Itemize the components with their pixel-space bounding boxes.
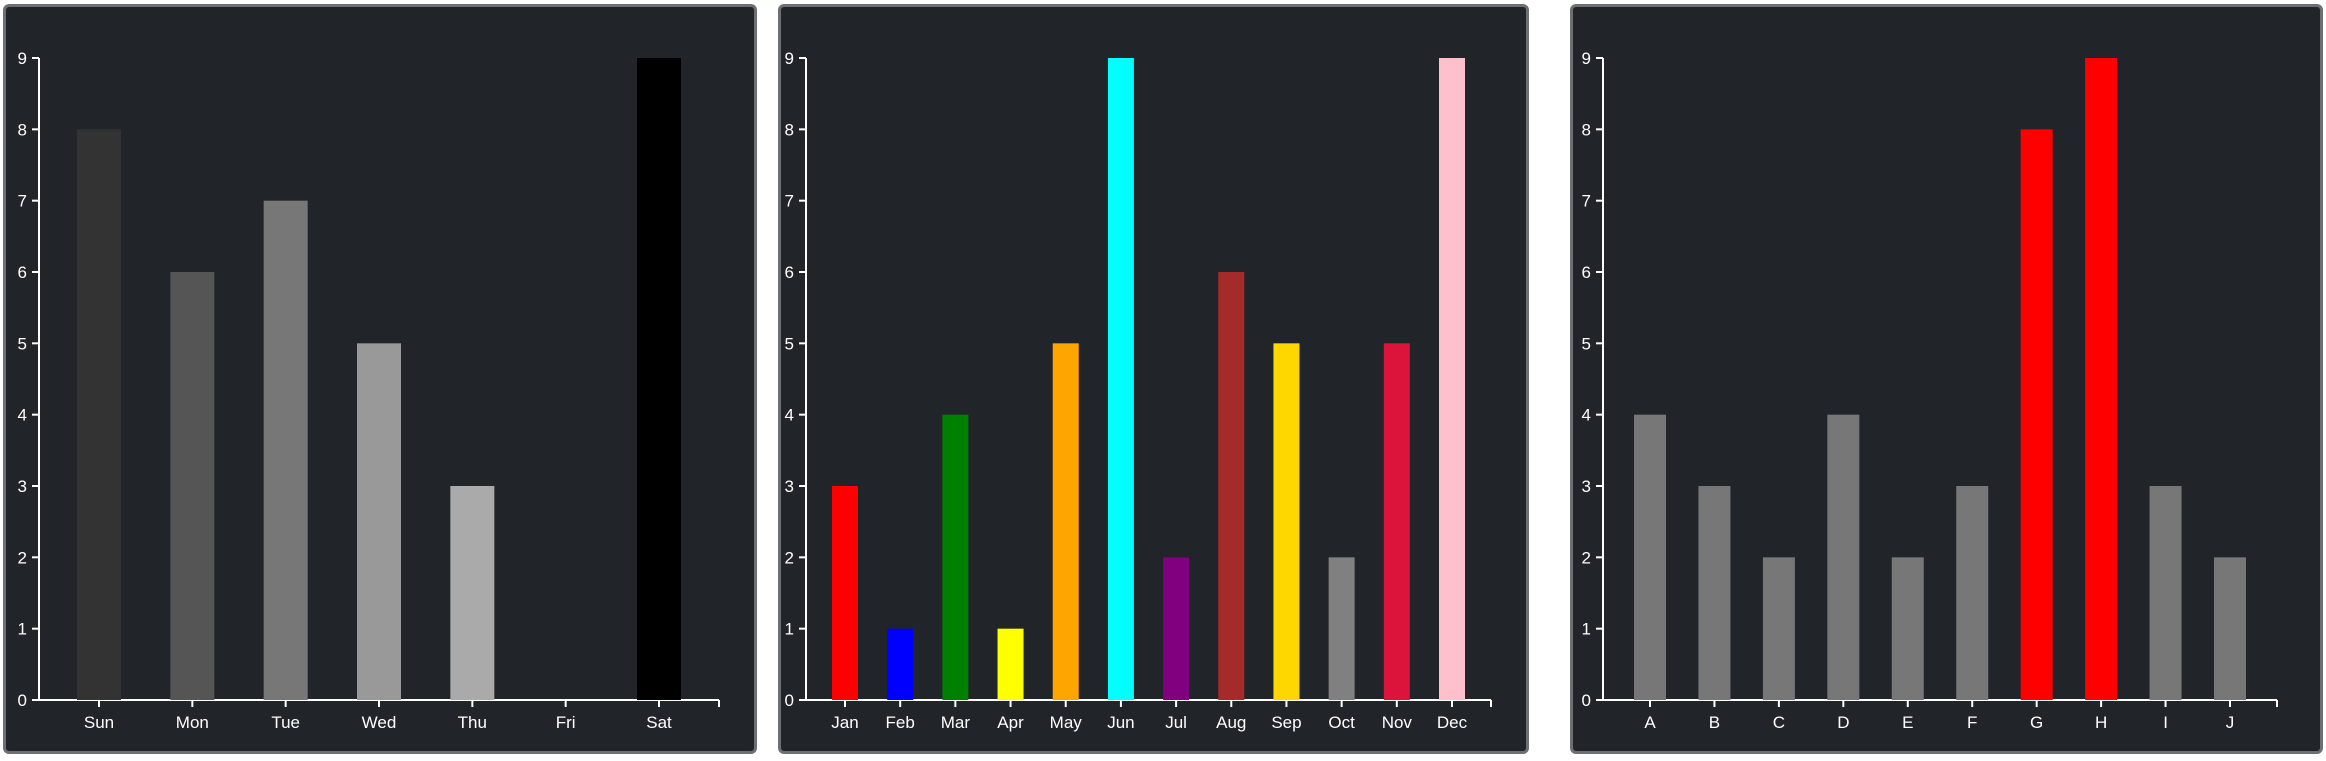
bar-e (1891, 557, 1924, 700)
y-tick-label: 1 (785, 620, 794, 639)
bar-mar (942, 414, 969, 700)
bar-sep (1273, 343, 1300, 700)
bar-g (2020, 129, 2053, 700)
bar-jul (1163, 557, 1190, 700)
y-tick-label: 7 (1582, 192, 1591, 211)
x-tick-label: Dec (1437, 713, 1468, 732)
bar-d (1827, 414, 1860, 700)
bar-c (1762, 557, 1795, 700)
x-tick-label: B (1709, 713, 1720, 732)
x-tick-label: A (1644, 713, 1656, 732)
x-tick-label: Jun (1107, 713, 1134, 732)
chart-panel-letters: 0 1 2 3 4 5 6 7 8 9 A B C D E F G H I J (1570, 4, 2323, 754)
bar-i (2149, 486, 2182, 700)
bar-oct (1328, 557, 1355, 700)
y-tick-label: 9 (1582, 49, 1591, 68)
y-tick-label: 3 (785, 477, 794, 496)
y-tick-label: 6 (785, 263, 794, 282)
chart-panel-weekdays: 0 1 2 3 4 5 6 7 8 9 Sun Mon Tue Wed Thu Fri Sat (3, 4, 757, 754)
y-tick-label: 1 (18, 620, 27, 639)
bar-thu (450, 486, 495, 700)
x-tick-label: Mon (176, 713, 209, 732)
x-tick-label: May (1050, 713, 1083, 732)
bar-nov (1383, 343, 1410, 700)
y-tick-label: 0 (1582, 691, 1591, 710)
y-tick-label: 0 (18, 691, 27, 710)
bar-feb (887, 628, 914, 700)
y-tick-label: 7 (18, 192, 27, 211)
y-tick-label: 9 (18, 49, 27, 68)
x-tick-label: Jul (1165, 713, 1187, 732)
x-tick-label: I (2163, 713, 2168, 732)
x-tick-label: Sat (646, 713, 672, 732)
bar-jun (1107, 58, 1134, 700)
x-tick-label: Feb (886, 713, 915, 732)
x-tick-label: J (2226, 713, 2235, 732)
x-tick-label: Apr (997, 713, 1024, 732)
bar-chart-months: 0 1 2 3 4 5 6 7 8 9 Jan Feb Mar Apr May Jun Jul Aug Sep Oct… (785, 49, 1492, 732)
y-tick-label: 8 (785, 120, 794, 139)
y-tick-label: 9 (785, 49, 794, 68)
x-tick-label: Fri (556, 713, 576, 732)
bar-h (2085, 58, 2118, 700)
x-tick-label: Jan (831, 713, 858, 732)
bar-tue (263, 200, 308, 700)
y-tick-label: 1 (1582, 620, 1591, 639)
bar-dec (1439, 58, 1465, 700)
bar-wed (357, 343, 401, 700)
y-tick-label: 8 (1582, 120, 1591, 139)
y-tick-label: 0 (785, 691, 794, 710)
y-tick-label: 8 (18, 120, 27, 139)
y-tick-label: 5 (18, 334, 27, 353)
y-tick-label: 4 (785, 406, 794, 425)
x-tick-label: G (2030, 713, 2043, 732)
y-tick-label: 5 (785, 334, 794, 353)
y-tick-label: 2 (18, 548, 27, 567)
x-tick-label: Oct (1328, 713, 1355, 732)
bar-apr (997, 628, 1024, 700)
bar-b (1698, 486, 1731, 700)
bar-sun (77, 129, 121, 700)
x-tick-label: Wed (362, 713, 397, 732)
x-tick-label: Thu (458, 713, 487, 732)
y-tick-label: 4 (1582, 406, 1591, 425)
x-tick-label: D (1837, 713, 1849, 732)
bar-mon (170, 272, 215, 700)
x-tick-label: Sun (84, 713, 114, 732)
bar-chart-weekdays: 0 1 2 3 4 5 6 7 8 9 Sun Mon Tue Wed Thu Fri Sat (18, 49, 720, 732)
x-tick-label: Nov (1382, 713, 1413, 732)
x-tick-label: Aug (1216, 713, 1246, 732)
x-tick-label: Tue (271, 713, 300, 732)
bar-f (1956, 486, 1989, 700)
y-tick-label: 3 (1582, 477, 1591, 496)
bar-chart-letters: 0 1 2 3 4 5 6 7 8 9 A B C D E F G H I J (1582, 49, 2278, 732)
x-tick-label: C (1773, 713, 1785, 732)
x-tick-label: Sep (1271, 713, 1301, 732)
x-tick-label: H (2095, 713, 2107, 732)
y-tick-label: 4 (18, 406, 27, 425)
y-tick-label: 2 (1582, 548, 1591, 567)
y-tick-label: 6 (1582, 263, 1591, 282)
y-tick-label: 6 (18, 263, 27, 282)
bar-j (2214, 557, 2246, 700)
chart-panel-months: 0 1 2 3 4 5 6 7 8 9 Jan Feb Mar Apr May Jun Jul Aug Sep Oct… (778, 4, 1529, 754)
y-tick-label: 5 (1582, 334, 1591, 353)
x-tick-label: Mar (941, 713, 971, 732)
y-tick-label: 3 (18, 477, 27, 496)
bar-sat (637, 58, 681, 700)
x-tick-label: E (1902, 713, 1913, 732)
x-tick-label: F (1967, 713, 1977, 732)
bar-may (1052, 343, 1079, 700)
bar-a (1634, 414, 1666, 700)
y-tick-label: 7 (785, 192, 794, 211)
bar-aug (1218, 272, 1245, 700)
y-tick-label: 2 (785, 548, 794, 567)
bar-jan (832, 486, 858, 700)
